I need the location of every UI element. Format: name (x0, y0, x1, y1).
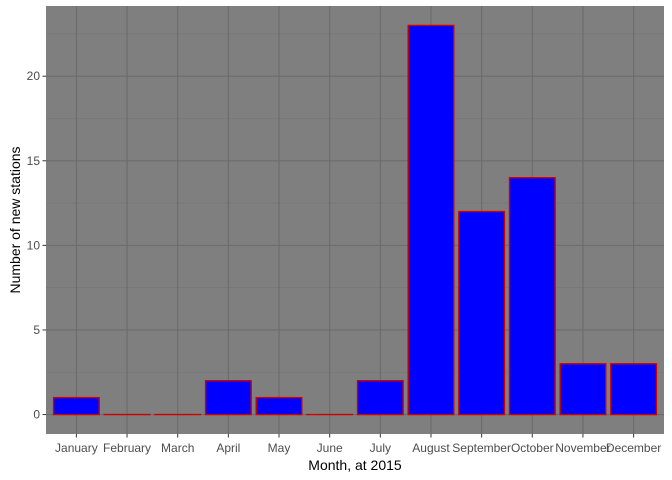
bar-october (508, 177, 556, 416)
x-tick-label: December (606, 441, 661, 455)
x-tick-label: March (161, 441, 194, 455)
bars (52, 24, 658, 416)
x-tick-label: February (103, 441, 151, 455)
bar-july (356, 380, 404, 416)
bar-august (407, 24, 455, 416)
x-axis-ticks: January February March April May June July Augu… (55, 434, 661, 455)
x-tick-label: June (317, 441, 343, 455)
x-tick-label: January (55, 441, 98, 455)
x-tick-label: November (555, 441, 610, 455)
x-tick-label: July (370, 441, 391, 455)
y-axis-title: Number of new stations (7, 146, 23, 293)
x-tick-label: April (216, 441, 240, 455)
bar-april (204, 380, 252, 416)
bar-september (458, 210, 506, 416)
x-tick-label: September (452, 441, 511, 455)
bar-may (255, 396, 303, 416)
bar-december (610, 363, 658, 416)
x-axis-title: Month, at 2015 (308, 457, 402, 473)
y-axis-ticks: 0 5 10 15 20 (27, 69, 46, 422)
y-tick-label: 20 (27, 69, 41, 83)
y-tick-label: 15 (27, 154, 41, 168)
y-tick-label: 5 (33, 323, 40, 337)
plot-panel (46, 6, 664, 434)
y-tick-label: 10 (27, 238, 41, 252)
bar-november (559, 363, 607, 416)
x-tick-label: October (511, 441, 554, 455)
y-tick-label: 0 (33, 408, 40, 422)
x-tick-label: August (412, 441, 450, 455)
x-tick-label: May (268, 441, 291, 455)
bar-january (52, 396, 100, 416)
